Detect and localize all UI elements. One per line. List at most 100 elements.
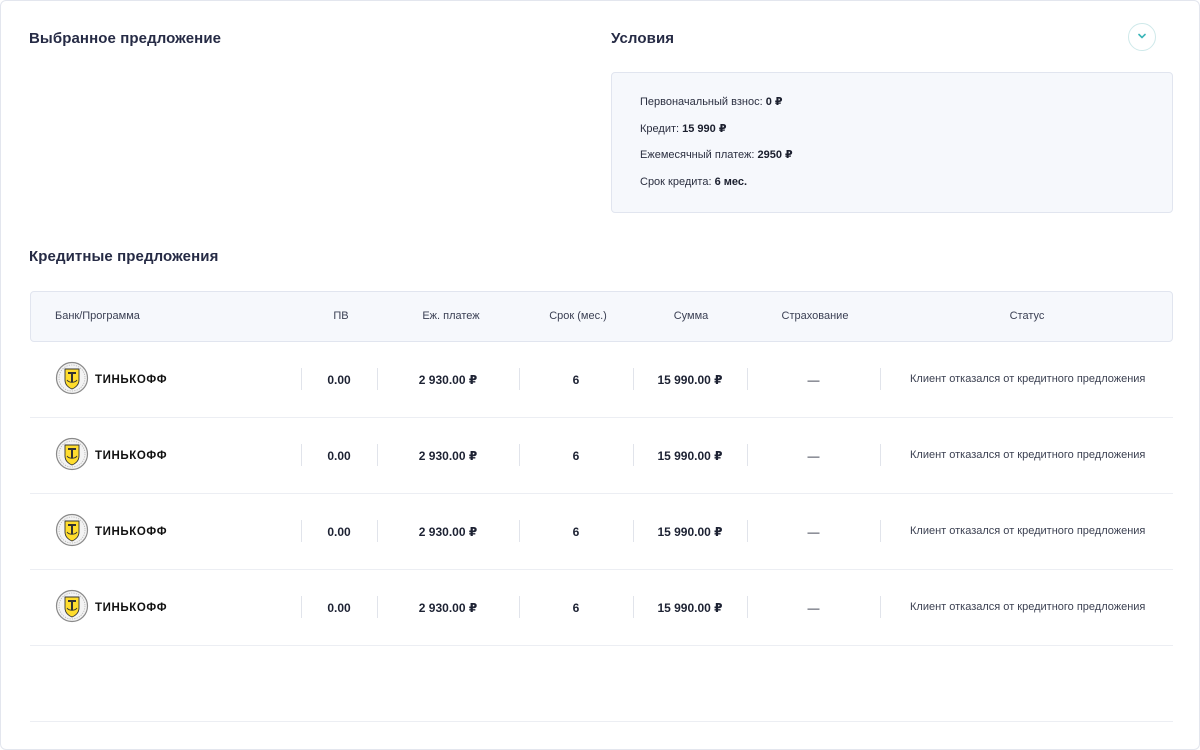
cell-divider	[301, 596, 302, 618]
status-text: Клиент отказался от кредитного предложен…	[910, 449, 1146, 461]
sum-cell: 15 990.00 ₽	[657, 448, 723, 463]
chevron-down-icon	[1137, 28, 1147, 46]
monthly-payment-label: Ежемесячный платеж:	[640, 149, 755, 162]
term-cell: 6	[572, 372, 580, 387]
bank-logo: ТИНЬКОФФ	[54, 512, 167, 551]
cell-divider	[633, 596, 634, 618]
cell-divider	[747, 444, 748, 466]
bank-logo: ТИНЬКОФФ	[54, 360, 167, 399]
cell-divider	[519, 444, 520, 466]
pv-cell: 0.00	[327, 600, 351, 615]
status-text: Клиент отказался от кредитного предложен…	[910, 525, 1146, 537]
down-payment-value: 0 ₽	[765, 96, 783, 108]
credit-term-line: Срок кредита: 6 мес.	[640, 176, 1172, 189]
payment-cell: 2 930.00 ₽	[418, 448, 478, 463]
cell-divider	[747, 520, 748, 542]
cell-divider	[377, 596, 378, 618]
tinkoff-logo-icon	[54, 360, 95, 399]
bank-logo: ТИНЬКОФФ	[54, 588, 167, 627]
offer-row[interactable]: ТИНЬКОФФ 0.00 2 930.00 ₽ 6 15 990.00 ₽ —…	[30, 342, 1173, 418]
tinkoff-logo-icon	[54, 436, 95, 475]
bank-cell: ТИНЬКОФФ	[54, 418, 294, 493]
credit-line: Кредит: 15 990 ₽	[640, 123, 1172, 136]
payment-cell: 2 930.00 ₽	[418, 372, 478, 387]
offer-row[interactable]: ТИНЬКОФФ 0.00 2 930.00 ₽ 6 15 990.00 ₽ —…	[30, 494, 1173, 570]
column-header-pv: ПВ	[333, 310, 349, 322]
status-text: Клиент отказался от кредитного предложен…	[910, 373, 1146, 385]
cell-divider	[519, 520, 520, 542]
status-text: Клиент отказался от кредитного предложен…	[910, 601, 1146, 613]
credit-term-value: 6 мес.	[714, 176, 748, 189]
offers-table-header: Банк/Программа ПВ Еж. платеж Срок (мес.)…	[30, 291, 1173, 342]
bank-name: ТИНЬКОФФ	[95, 525, 168, 538]
payment-cell: 2 930.00 ₽	[418, 524, 478, 539]
column-header-sum: Сумма	[673, 310, 709, 322]
insurance-cell: —	[807, 372, 820, 387]
offer-row[interactable]: ТИНЬКОФФ 0.00 2 930.00 ₽ 6 15 990.00 ₽ —…	[30, 418, 1173, 494]
insurance-cell: —	[807, 600, 820, 615]
cell-divider	[747, 596, 748, 618]
column-header-payment: Еж. платеж	[422, 310, 480, 322]
credit-offers-title: Кредитные предложения	[29, 248, 219, 265]
pv-cell: 0.00	[327, 448, 351, 463]
status-cell: Клиент отказался от кредитного предложен…	[910, 570, 1150, 645]
bank-cell: ТИНЬКОФФ	[54, 570, 294, 645]
offer-row[interactable]: ТИНЬКОФФ 0.00 2 930.00 ₽ 6 15 990.00 ₽ —…	[30, 570, 1173, 646]
insurance-cell: —	[807, 448, 820, 463]
sum-cell: 15 990.00 ₽	[657, 372, 723, 387]
down-payment-label: Первоначальный взнос:	[640, 96, 763, 108]
sum-cell: 15 990.00 ₽	[657, 524, 723, 539]
column-header-insurance: Страхование	[781, 310, 849, 322]
column-header-bank: Банк/Программа	[55, 310, 140, 322]
insurance-cell: —	[807, 524, 820, 539]
down-payment-line: Первоначальный взнос: 0 ₽	[640, 96, 1172, 109]
pv-cell: 0.00	[327, 524, 351, 539]
bank-logo: ТИНЬКОФФ	[54, 436, 167, 475]
cell-divider	[880, 444, 881, 466]
collapse-conditions-button[interactable]	[1128, 23, 1156, 51]
credit-value: 15 990 ₽	[682, 122, 727, 135]
monthly-payment-line: Ежемесячный платеж: 2950 ₽	[640, 149, 1172, 162]
conditions-box: Первоначальный взнос: 0 ₽ Кредит: 15 990…	[611, 72, 1173, 213]
cell-divider	[633, 444, 634, 466]
table-bottom-divider	[30, 721, 1173, 722]
credit-label: Кредит:	[640, 122, 680, 135]
cell-divider	[633, 520, 634, 542]
cell-divider	[377, 444, 378, 466]
cell-divider	[519, 368, 520, 390]
bank-cell: ТИНЬКОФФ	[54, 342, 294, 417]
cell-divider	[880, 520, 881, 542]
status-cell: Клиент отказался от кредитного предложен…	[910, 418, 1150, 493]
cell-divider	[519, 596, 520, 618]
cell-divider	[301, 520, 302, 542]
cell-divider	[633, 368, 634, 390]
cell-divider	[301, 444, 302, 466]
column-header-status: Статус	[1009, 310, 1045, 322]
cell-divider	[377, 368, 378, 390]
term-cell: 6	[572, 600, 580, 615]
bank-name: ТИНЬКОФФ	[95, 449, 168, 462]
cell-divider	[880, 368, 881, 390]
bank-name: ТИНЬКОФФ	[95, 373, 168, 386]
status-cell: Клиент отказался от кредитного предложен…	[910, 494, 1150, 569]
monthly-payment-value: 2950 ₽	[757, 149, 793, 162]
cell-divider	[747, 368, 748, 390]
status-cell: Клиент отказался от кредитного предложен…	[910, 342, 1150, 417]
pv-cell: 0.00	[327, 372, 351, 387]
sum-cell: 15 990.00 ₽	[657, 600, 723, 615]
term-cell: 6	[572, 448, 580, 463]
selected-offer-title: Выбранное предложение	[29, 30, 222, 47]
cell-divider	[880, 596, 881, 618]
tinkoff-logo-icon	[54, 588, 95, 627]
bank-name: ТИНЬКОФФ	[95, 601, 168, 614]
bank-cell: ТИНЬКОФФ	[54, 494, 294, 569]
term-cell: 6	[572, 524, 580, 539]
credit-term-label: Срок кредита:	[640, 176, 712, 189]
conditions-title: Условия	[611, 30, 675, 47]
tinkoff-logo-icon	[54, 512, 95, 551]
payment-cell: 2 930.00 ₽	[418, 600, 478, 615]
cell-divider	[377, 520, 378, 542]
column-header-term: Срок (мес.)	[549, 310, 607, 322]
cell-divider	[301, 368, 302, 390]
